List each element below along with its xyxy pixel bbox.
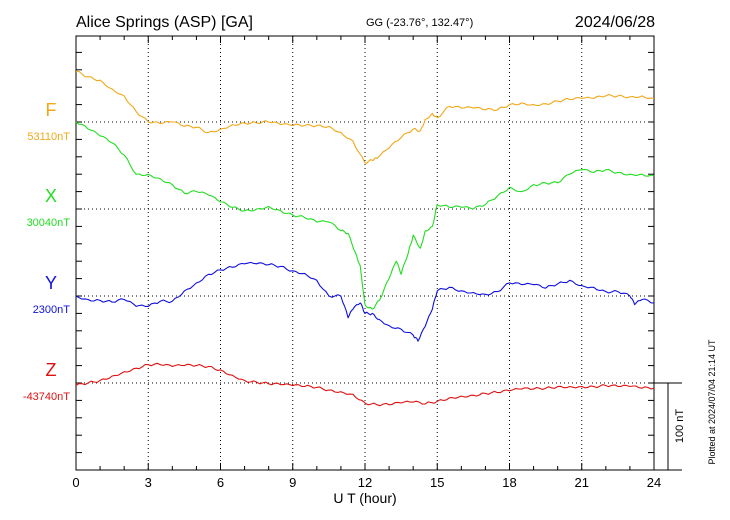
x-tick-label: 24 [647, 475, 661, 490]
series-line-z [75, 362, 655, 407]
series-baseline-f: 53110nT [27, 131, 70, 143]
plotted-timestamp: Plotted at 2024/07/04 21:14 UT [707, 339, 717, 465]
series-baseline-y: 2300nT [33, 304, 71, 316]
plot-date: 2024/06/28 [575, 14, 655, 31]
x-axis: 0 3 6 9 12 15 18 21 24 [72, 475, 661, 490]
x-tick-label: 6 [217, 475, 224, 490]
axis-ticks [75, 36, 655, 471]
x-tick-label: 0 [72, 475, 79, 490]
series-line-f [76, 70, 655, 164]
scale-bar-label: 100 nT [674, 409, 686, 444]
x-tick-label: 9 [289, 475, 296, 490]
series-line-x [75, 121, 655, 310]
series-baseline-x: 30040nT [27, 217, 71, 229]
series-name-f: F [46, 100, 57, 120]
x-tick-label: 15 [430, 475, 444, 490]
station-title: Alice Springs (ASP) [GA] [76, 14, 253, 31]
x-tick-label: 18 [502, 475, 516, 490]
grid [76, 36, 654, 470]
series-name-z: Z [46, 360, 57, 380]
scale-bar: 100 nT [654, 382, 686, 471]
series-line-y [75, 261, 655, 342]
series-group [75, 70, 655, 407]
x-tick-label: 12 [358, 475, 372, 490]
series-name-x: X [45, 186, 57, 206]
station-coordinates: GG (-23.76°, 132.47°) [366, 17, 473, 29]
x-axis-label: U T (hour) [333, 490, 396, 506]
x-tick-label: 3 [145, 475, 152, 490]
header: Alice Springs (ASP) [GA] GG (-23.76°, 13… [76, 14, 655, 31]
series-name-y: Y [45, 273, 57, 293]
x-tick-label: 21 [575, 475, 589, 490]
series-labels: F 53110nT X 30040nT Y 2300nT Z -43740nT [23, 100, 70, 403]
series-baseline-z: -43740nT [23, 391, 70, 403]
